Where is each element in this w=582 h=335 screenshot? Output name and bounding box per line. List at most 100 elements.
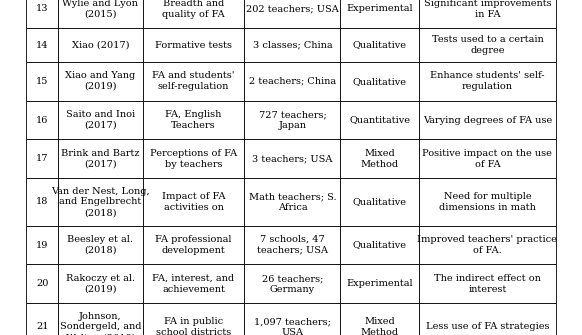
Bar: [419, 139, 556, 178]
Bar: [143, 28, 244, 62]
Bar: [244, 303, 340, 335]
Text: Experimental: Experimental: [346, 279, 413, 288]
Text: FA, English
Teachers: FA, English Teachers: [165, 110, 222, 130]
Text: Beesley et al.
(2018): Beesley et al. (2018): [68, 235, 133, 255]
Text: Qualitative: Qualitative: [353, 77, 407, 86]
Text: 26 teachers;
Germany: 26 teachers; Germany: [262, 274, 323, 294]
Bar: [244, 28, 340, 62]
Bar: [419, 62, 556, 100]
Bar: [340, 100, 419, 139]
Bar: [26, 225, 58, 264]
Bar: [340, 0, 419, 28]
Bar: [26, 0, 58, 28]
Text: Math teachers; S.
Africa: Math teachers; S. Africa: [249, 192, 336, 212]
Bar: [58, 139, 143, 178]
Text: Mixed
Method: Mixed Method: [361, 317, 399, 335]
Text: 16: 16: [36, 116, 48, 125]
Bar: [26, 264, 58, 303]
Bar: [58, 0, 143, 28]
Text: 18: 18: [36, 197, 48, 206]
Text: 13: 13: [36, 4, 48, 13]
Text: FA in public
school districts: FA in public school districts: [156, 317, 231, 335]
Bar: [26, 303, 58, 335]
Bar: [143, 264, 244, 303]
Bar: [419, 0, 556, 28]
Bar: [143, 303, 244, 335]
Bar: [143, 0, 244, 28]
Bar: [26, 178, 58, 225]
Bar: [58, 62, 143, 100]
Text: Varying degrees of FA use: Varying degrees of FA use: [423, 116, 552, 125]
Text: 3 classes; China: 3 classes; China: [253, 41, 332, 50]
Text: Qualitative: Qualitative: [353, 197, 407, 206]
Text: The indirect effect on
interest: The indirect effect on interest: [434, 274, 541, 294]
Text: Impact of FA
activities on: Impact of FA activities on: [162, 192, 225, 212]
Bar: [419, 264, 556, 303]
Text: Improved teachers' practice
of FA.: Improved teachers' practice of FA.: [417, 235, 558, 255]
Bar: [340, 303, 419, 335]
Text: Significant improvements
in FA: Significant improvements in FA: [424, 0, 551, 19]
Bar: [26, 139, 58, 178]
Text: 17: 17: [36, 154, 48, 163]
Text: 3 teachers; USA: 3 teachers; USA: [252, 154, 333, 163]
Text: 1,097 teachers;
USA: 1,097 teachers; USA: [254, 317, 331, 335]
Bar: [340, 225, 419, 264]
Text: Enhance students' self-
regulation: Enhance students' self- regulation: [430, 71, 545, 91]
Text: FA, interest, and
achievement: FA, interest, and achievement: [152, 274, 235, 294]
Bar: [419, 100, 556, 139]
Bar: [244, 100, 340, 139]
Bar: [244, 0, 340, 28]
Bar: [58, 100, 143, 139]
Text: Xiao (2017): Xiao (2017): [72, 41, 129, 50]
Text: Qualitative: Qualitative: [353, 41, 407, 50]
Text: 727 teachers;
Japan: 727 teachers; Japan: [258, 110, 327, 130]
Bar: [26, 100, 58, 139]
Text: 7 schools, 47
teachers; USA: 7 schools, 47 teachers; USA: [257, 235, 328, 255]
Bar: [244, 139, 340, 178]
Bar: [244, 178, 340, 225]
Text: FA and students'
self-regulation: FA and students' self-regulation: [152, 71, 235, 91]
Text: Van der Nest, Long,
and Engelbrecht
(2018): Van der Nest, Long, and Engelbrecht (201…: [51, 187, 150, 217]
Bar: [143, 139, 244, 178]
Bar: [26, 62, 58, 100]
Bar: [244, 264, 340, 303]
Text: Quantitative: Quantitative: [349, 116, 410, 125]
Text: Brink and Bartz
(2017): Brink and Bartz (2017): [61, 149, 140, 169]
Text: Need for multiple
dimensions in math: Need for multiple dimensions in math: [439, 192, 536, 212]
Text: 15: 15: [36, 77, 48, 86]
Text: Wylie and Lyon
(2015): Wylie and Lyon (2015): [62, 0, 139, 19]
Bar: [58, 178, 143, 225]
Text: 19: 19: [36, 241, 48, 250]
Text: Rakoczy et al.
(2019): Rakoczy et al. (2019): [66, 274, 135, 294]
Bar: [340, 62, 419, 100]
Text: 14: 14: [36, 41, 48, 50]
Text: 20: 20: [36, 279, 48, 288]
Text: Johnson,
Sondergeld, and
Walton (2019): Johnson, Sondergeld, and Walton (2019): [59, 312, 141, 335]
Bar: [26, 28, 58, 62]
Bar: [419, 303, 556, 335]
Text: Experimental: Experimental: [346, 4, 413, 13]
Bar: [419, 225, 556, 264]
Text: Tests used to a certain
degree: Tests used to a certain degree: [431, 35, 544, 55]
Bar: [419, 178, 556, 225]
Bar: [143, 62, 244, 100]
Text: Breadth and
quality of FA: Breadth and quality of FA: [162, 0, 225, 19]
Text: Perceptions of FA
by teachers: Perceptions of FA by teachers: [150, 149, 237, 169]
Bar: [143, 100, 244, 139]
Text: Positive impact on the use
of FA: Positive impact on the use of FA: [423, 149, 552, 169]
Bar: [340, 28, 419, 62]
Bar: [340, 178, 419, 225]
Bar: [58, 264, 143, 303]
Text: Xiao and Yang
(2019): Xiao and Yang (2019): [65, 71, 136, 91]
Text: 202 teachers; USA: 202 teachers; USA: [246, 4, 339, 13]
Text: Less use of FA strategies: Less use of FA strategies: [425, 323, 549, 331]
Bar: [340, 264, 419, 303]
Bar: [419, 28, 556, 62]
Text: Formative tests: Formative tests: [155, 41, 232, 50]
Bar: [58, 225, 143, 264]
Bar: [340, 139, 419, 178]
Bar: [58, 303, 143, 335]
Bar: [244, 225, 340, 264]
Text: 2 teachers; China: 2 teachers; China: [249, 77, 336, 86]
Text: Saito and Inoi
(2017): Saito and Inoi (2017): [66, 110, 135, 130]
